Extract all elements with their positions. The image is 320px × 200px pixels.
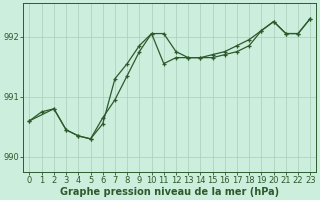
X-axis label: Graphe pression niveau de la mer (hPa): Graphe pression niveau de la mer (hPa) — [60, 187, 279, 197]
